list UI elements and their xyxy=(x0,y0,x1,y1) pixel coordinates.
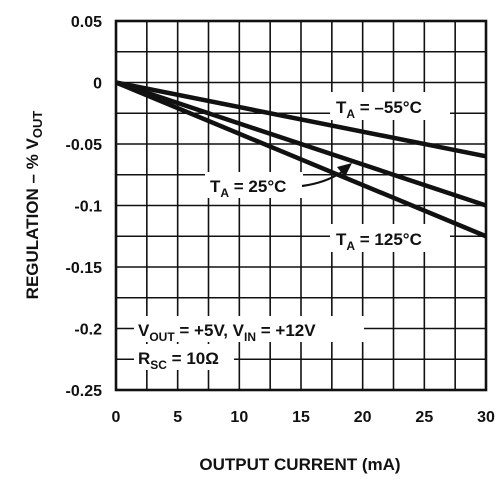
label-bg-25 xyxy=(205,172,303,198)
y-tick-label: 0.05 xyxy=(71,14,102,31)
annotation-bg-1 xyxy=(134,316,364,342)
tick-labels: 0 5 10 15 20 25 30 0.05 0 -0.05 -0.1 -0.15 -0.2 -0.25 xyxy=(66,14,495,426)
label-bg-minus55 xyxy=(330,92,450,120)
y-tick-label: -0.1 xyxy=(74,199,102,216)
series-line-1 xyxy=(115,80,487,208)
x-tick-label: 25 xyxy=(415,409,433,426)
y-tick-label: -0.15 xyxy=(66,260,103,277)
series-label-25-arrowhead xyxy=(337,163,352,177)
series-label-125: TA = 125°C xyxy=(336,230,422,253)
series-label-25: TA = 25°C xyxy=(210,177,286,200)
annotation-rsc: RSC = 10Ω xyxy=(138,349,219,372)
y-tick-label: -0.2 xyxy=(74,322,102,339)
label-bg-125 xyxy=(330,224,450,252)
x-axis-title: OUTPUT CURRENT (mA) xyxy=(199,455,400,474)
plot-frame xyxy=(114,19,488,392)
y-tick-label: -0.05 xyxy=(66,137,103,154)
series-label-25-arrow xyxy=(301,171,343,188)
x-tick-label: 15 xyxy=(292,409,310,426)
annotation-vout-vin: VOUT = +5V, VIN = +12V xyxy=(138,321,316,344)
annotation-bg-2 xyxy=(134,344,234,370)
series-line-0 xyxy=(115,80,487,159)
y-axis-title: REGULATION – % VOUT xyxy=(23,111,45,300)
x-tick-label: 20 xyxy=(354,409,372,426)
x-tick-label: 10 xyxy=(230,409,248,426)
x-tick-label: 0 xyxy=(112,409,121,426)
series-line-2 xyxy=(115,80,487,239)
x-tick-label: 30 xyxy=(477,409,495,426)
series-label-minus55: TA = –55°C xyxy=(336,98,422,121)
series-lines xyxy=(115,80,487,239)
y-tick-label: -0.25 xyxy=(66,383,103,400)
y-tick-label: 0 xyxy=(93,76,102,93)
x-tick-label: 5 xyxy=(173,409,182,426)
